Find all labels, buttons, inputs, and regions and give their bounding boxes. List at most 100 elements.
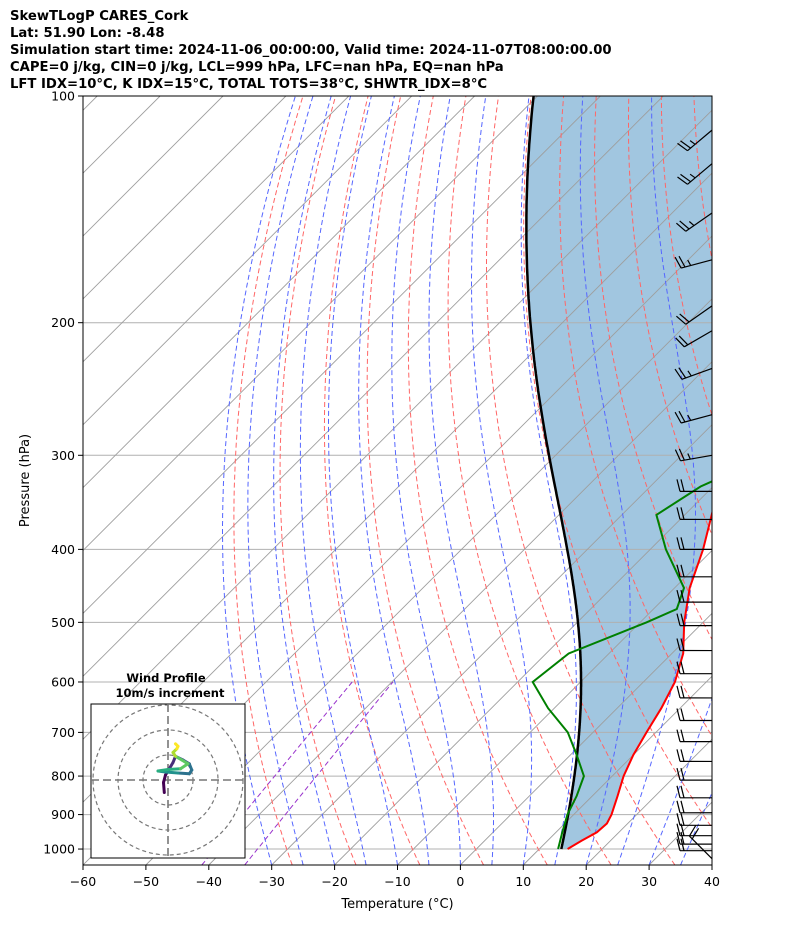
wind-barb xyxy=(676,767,713,781)
barb-shaft xyxy=(683,330,713,348)
x-tick-label: 0 xyxy=(456,874,464,889)
dewpoint-line xyxy=(531,480,712,850)
dry-adiabat xyxy=(727,96,794,865)
wind-barb xyxy=(676,589,713,603)
barb-flag xyxy=(680,589,685,603)
barb-flag xyxy=(680,749,685,762)
barb-flag xyxy=(676,823,681,836)
barb-flag xyxy=(676,507,681,520)
wind-barb xyxy=(674,410,713,424)
moist-adiabat xyxy=(391,96,461,865)
moist-adiabat xyxy=(273,96,336,865)
isotherm-line xyxy=(83,96,475,489)
barb-flag xyxy=(676,708,681,721)
barb-flag xyxy=(680,564,685,577)
x-tick-label: 20 xyxy=(578,874,594,889)
wind-barb xyxy=(688,825,713,860)
moist-adiabat xyxy=(648,697,712,865)
p-tick-label: 700 xyxy=(51,725,75,740)
wind-barb xyxy=(676,785,713,799)
hodograph-segment xyxy=(174,742,180,748)
axes: −60 −50 −40 −30 −20 −10 0 10 20 30 40 1000 900 800 700… xyxy=(18,89,720,913)
barb-half-flag xyxy=(687,453,691,460)
barb-half-flag xyxy=(689,140,696,145)
barb-shaft xyxy=(688,835,713,860)
barb-flag xyxy=(676,315,687,325)
plot-area xyxy=(83,96,794,865)
p-tick-label: 900 xyxy=(51,807,75,822)
wind-barb xyxy=(677,129,713,152)
isotherm-line xyxy=(83,96,664,677)
simulation-times: Simulation start time: 2024-11-06_00:00:… xyxy=(10,43,612,58)
wind-barb xyxy=(676,613,713,627)
barb-flag xyxy=(676,661,681,674)
wind-barbs xyxy=(674,129,713,860)
isotherm-line xyxy=(83,96,538,552)
wind-barb xyxy=(676,638,713,652)
dry-adiabat xyxy=(559,96,712,738)
moist-adiabat xyxy=(328,96,398,865)
barb-flag xyxy=(678,335,689,346)
dry-adiabat xyxy=(233,96,304,865)
hodograph-subtitle: 10m/s increment xyxy=(116,686,225,700)
barb-flag xyxy=(674,449,682,462)
barb-flag xyxy=(680,479,685,492)
barb-flag xyxy=(679,220,690,230)
isotherm-line xyxy=(522,675,712,865)
barb-flag xyxy=(676,222,687,232)
isotherm-line xyxy=(271,424,712,865)
isotherm-line xyxy=(397,549,712,865)
isotherm-line xyxy=(334,486,712,865)
isotherm-line xyxy=(83,96,601,615)
p-tick-label: 800 xyxy=(51,769,75,784)
barb-flag xyxy=(676,479,681,492)
hodograph-title: Wind Profile xyxy=(126,671,206,685)
p-tick-label: 600 xyxy=(51,674,75,689)
hodograph-segment xyxy=(156,768,170,773)
moist-adiabat xyxy=(222,96,296,865)
barb-shaft xyxy=(681,367,713,380)
barb-flag xyxy=(676,589,681,603)
dry-adiabat xyxy=(523,96,712,829)
barb-flag xyxy=(676,785,681,798)
dry-adiabat xyxy=(759,96,794,865)
dry-adiabat xyxy=(594,96,712,641)
p-tick-label: 500 xyxy=(51,615,75,630)
p-tick-label: 200 xyxy=(51,315,75,330)
barb-shaft xyxy=(680,414,713,424)
wind-barb xyxy=(676,212,713,232)
barb-flag xyxy=(688,825,697,837)
moist-adiabat xyxy=(247,96,314,865)
barb-flag xyxy=(674,256,682,269)
barb-half-flag xyxy=(688,221,695,227)
barb-flag xyxy=(678,448,685,461)
dry-adiabat xyxy=(407,96,548,865)
barb-shaft xyxy=(680,454,713,462)
barb-flag xyxy=(680,613,685,626)
wind-barb xyxy=(675,330,713,348)
wind-barb xyxy=(676,507,713,521)
x-tick-label: −10 xyxy=(384,874,410,889)
barb-flag xyxy=(680,831,685,845)
x-tick-label: −30 xyxy=(259,874,285,889)
hodograph-segment xyxy=(162,781,166,794)
barb-flag xyxy=(676,767,681,781)
mixing-ratio-line xyxy=(244,681,394,865)
barb-flag xyxy=(678,367,687,379)
wind-barb xyxy=(676,749,713,763)
parcel-path-line xyxy=(525,96,583,850)
x-tick-label: −40 xyxy=(196,874,222,889)
p-tick-label: 1000 xyxy=(43,842,75,857)
mixing-ratio-line xyxy=(201,681,353,865)
wind-barb xyxy=(676,800,713,814)
barb-flag xyxy=(677,142,688,152)
wind-barb xyxy=(674,448,713,462)
barb-flag xyxy=(680,685,685,699)
p-tick-label: 300 xyxy=(51,448,75,463)
dry-adiabat xyxy=(366,96,485,865)
dry-adiabat xyxy=(447,96,612,865)
moist-adiabat xyxy=(579,96,631,865)
wind-barb xyxy=(676,685,713,699)
barb-flag xyxy=(676,729,681,742)
